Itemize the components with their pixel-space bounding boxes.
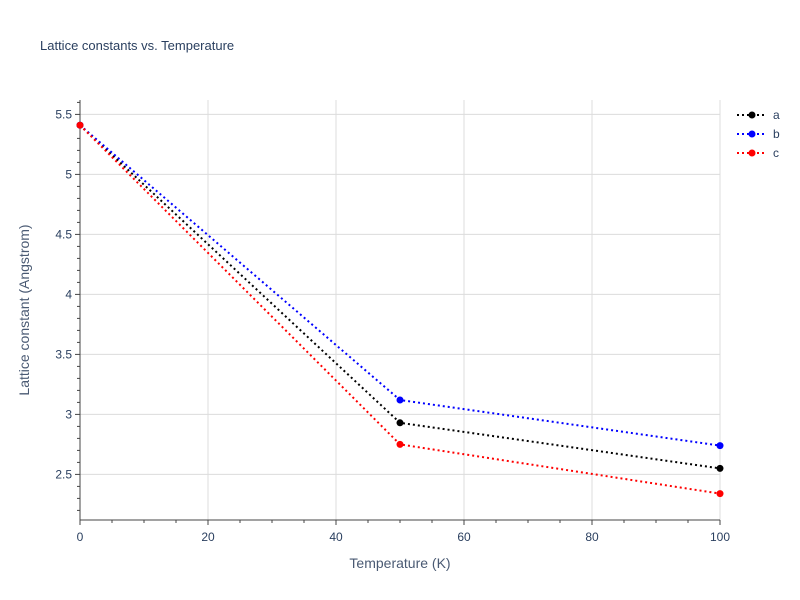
legend-item-a[interactable]: a — [737, 108, 780, 122]
y-tick-label: 4.5 — [55, 227, 72, 241]
y-tick-label: 5 — [65, 167, 72, 181]
x-tick-label: 80 — [585, 530, 599, 544]
x-axis-label: Temperature (K) — [349, 555, 450, 571]
data-point-c — [396, 440, 404, 448]
data-point-a — [396, 419, 404, 427]
legend-marker — [748, 130, 756, 138]
data-point-b — [396, 396, 404, 404]
data-point-a — [716, 464, 724, 472]
legend-marker — [748, 111, 756, 119]
y-tick-label: 4 — [65, 287, 72, 301]
grid — [80, 100, 721, 520]
legend-label: c — [773, 146, 779, 160]
x-tick-label: 60 — [457, 530, 471, 544]
series-layer — [76, 121, 724, 498]
legend-label: a — [773, 108, 780, 122]
x-tick-label: 100 — [710, 530, 730, 544]
y-tick-label: 5.5 — [55, 107, 72, 121]
series-line-a — [79, 124, 721, 470]
x-tick-label: 40 — [329, 530, 343, 544]
legend-item-b[interactable]: b — [737, 127, 780, 141]
y-tick-label: 3 — [65, 407, 72, 421]
data-point-b — [716, 442, 724, 450]
series-line-c — [79, 124, 721, 495]
x-tick-label: 0 — [77, 530, 84, 544]
data-point-c — [76, 121, 84, 129]
axes: 2.5 3 3.5 4 4.5 5 5.5 0 20 40 60 80 100 — [55, 100, 730, 544]
chart-title: Lattice constants vs. Temperature — [40, 38, 234, 53]
y-tick-label: 3.5 — [55, 347, 72, 361]
x-tick-label: 20 — [201, 530, 215, 544]
y-tick-label: 2.5 — [55, 467, 72, 481]
data-point-c — [716, 490, 724, 498]
legend: abc — [737, 108, 780, 160]
y-axis-label: Lattice constant (Angstrom) — [16, 224, 32, 395]
legend-item-c[interactable]: c — [737, 146, 779, 160]
legend-marker — [748, 149, 756, 157]
legend-label: b — [773, 127, 780, 141]
